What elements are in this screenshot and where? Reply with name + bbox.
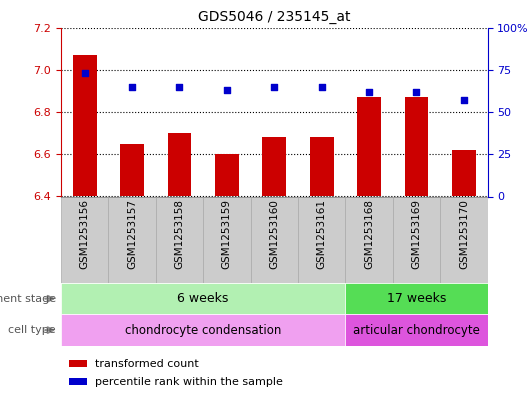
Text: GSM1253169: GSM1253169 bbox=[411, 199, 421, 269]
Bar bbox=[346, 196, 393, 283]
Bar bbox=[346, 314, 488, 346]
Bar bbox=[310, 137, 333, 196]
Bar bbox=[393, 196, 440, 283]
Bar bbox=[346, 283, 488, 314]
Bar bbox=[69, 378, 86, 385]
Point bbox=[412, 88, 421, 95]
Text: GSM1253161: GSM1253161 bbox=[317, 199, 326, 269]
Text: GSM1253156: GSM1253156 bbox=[80, 199, 90, 269]
Bar bbox=[452, 150, 476, 196]
Point bbox=[460, 97, 468, 103]
Text: GSM1253168: GSM1253168 bbox=[364, 199, 374, 269]
Point bbox=[270, 84, 279, 90]
Text: cell type: cell type bbox=[8, 325, 56, 335]
Bar bbox=[69, 360, 86, 367]
Bar bbox=[440, 196, 488, 283]
Text: chondrocyte condensation: chondrocyte condensation bbox=[125, 323, 281, 337]
Bar bbox=[404, 97, 428, 196]
Text: GSM1253158: GSM1253158 bbox=[174, 199, 184, 269]
Bar bbox=[251, 196, 298, 283]
Text: percentile rank within the sample: percentile rank within the sample bbox=[95, 376, 283, 387]
Point bbox=[365, 88, 373, 95]
Bar bbox=[61, 196, 108, 283]
Text: 6 weeks: 6 weeks bbox=[178, 292, 229, 305]
Text: articular chondrocyte: articular chondrocyte bbox=[353, 323, 480, 337]
Point bbox=[81, 70, 89, 76]
Text: GSM1253160: GSM1253160 bbox=[269, 199, 279, 269]
Bar bbox=[156, 196, 203, 283]
Bar bbox=[298, 196, 346, 283]
Bar bbox=[61, 283, 346, 314]
Text: 17 weeks: 17 weeks bbox=[387, 292, 446, 305]
Text: development stage: development stage bbox=[0, 294, 56, 304]
Text: GSM1253157: GSM1253157 bbox=[127, 199, 137, 269]
Text: GSM1253159: GSM1253159 bbox=[222, 199, 232, 269]
Bar bbox=[73, 55, 96, 196]
Point bbox=[223, 87, 231, 93]
Text: GSM1253170: GSM1253170 bbox=[459, 199, 469, 269]
Bar bbox=[203, 196, 251, 283]
Bar bbox=[357, 97, 381, 196]
Point bbox=[175, 84, 184, 90]
Bar bbox=[108, 196, 156, 283]
Point bbox=[128, 84, 136, 90]
Bar bbox=[215, 154, 238, 196]
Bar bbox=[262, 137, 286, 196]
Point bbox=[317, 84, 326, 90]
Bar bbox=[61, 314, 346, 346]
Text: transformed count: transformed count bbox=[95, 359, 199, 369]
Bar bbox=[167, 133, 191, 196]
Title: GDS5046 / 235145_at: GDS5046 / 235145_at bbox=[198, 10, 350, 24]
Bar bbox=[120, 144, 144, 196]
